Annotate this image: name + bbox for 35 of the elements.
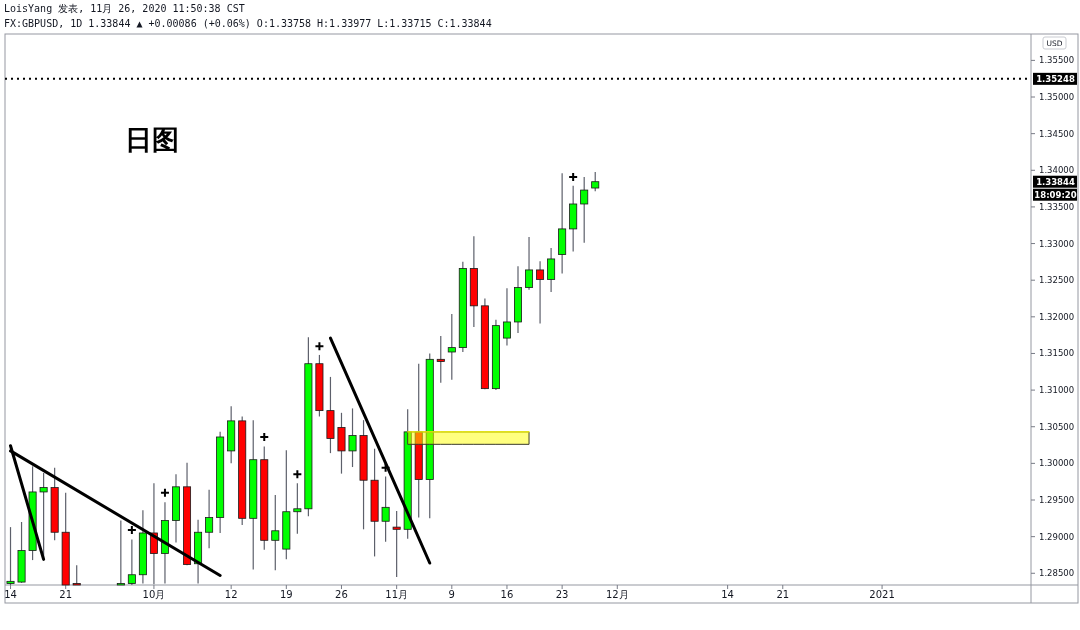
y-tick-label: 1.31500 — [1039, 348, 1075, 359]
x-tick-label: 16 — [500, 589, 514, 600]
x-tick-label: 14 — [4, 589, 17, 600]
y-tick-label: 1.32500 — [1039, 275, 1075, 286]
y-tick-label: 1.33500 — [1039, 201, 1075, 212]
y-tick-label: 1.29500 — [1039, 495, 1075, 506]
y-tick-label: 1.30000 — [1039, 458, 1075, 469]
ref-line-label: 1.35248 — [1036, 74, 1075, 85]
y-tick-label: 1.35000 — [1039, 92, 1075, 103]
x-tick-label: 9 — [448, 589, 455, 600]
x-tick-label: 26 — [335, 589, 348, 600]
x-tick-label: 19 — [279, 589, 293, 600]
y-tick-label: 1.32000 — [1039, 311, 1075, 322]
y-tick-label: 1.29000 — [1039, 531, 1075, 542]
x-tick-label: 23 — [555, 589, 569, 600]
text: 日图 — [125, 124, 179, 155]
x-tick-label: 11月 — [385, 589, 409, 600]
y-tick-label: 1.34500 — [1039, 128, 1075, 139]
y-tick-label: 1.31000 — [1039, 385, 1075, 396]
y-tick-label: 1.35500 — [1039, 55, 1075, 66]
x-tick-label: 14 — [721, 589, 734, 600]
x-tick-label: 2021 — [869, 589, 895, 600]
text: LoisYang 发表, 11月 26, 2020 11:50:38 CST — [4, 3, 245, 14]
x-tick-label: 10月 — [142, 589, 166, 600]
text: 18:09:20 — [1034, 190, 1077, 201]
x-tick-label: 12月 — [605, 589, 629, 600]
y-tick-label: 1.28500 — [1039, 568, 1075, 579]
x-tick-label: 21 — [59, 589, 73, 600]
chart-subtitle: FX:GBPUSD, 1D 1.33844 ▲ +0.00086 (+0.06%) O:1.33758 H:1.33977 L:1.33715 C:1.33844 — [4, 18, 492, 29]
x-tick-label: 12 — [224, 589, 238, 600]
text: 1.33844 — [1036, 177, 1075, 188]
y-tick-label: 1.33000 — [1039, 238, 1075, 249]
y-tick-label: 1.30500 — [1039, 421, 1075, 432]
x-tick-label: 21 — [776, 589, 790, 600]
y-tick-label: 1.34000 — [1039, 165, 1075, 176]
